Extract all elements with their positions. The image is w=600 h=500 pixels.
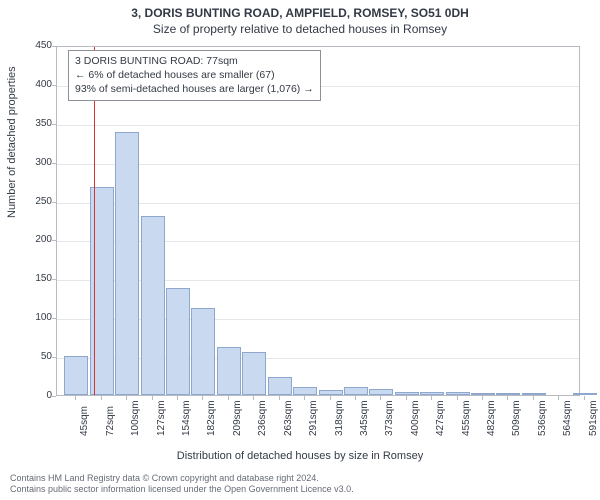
- y-tick-mark: [52, 163, 56, 164]
- x-tick-mark: [253, 396, 254, 400]
- x-tick-label: 182sqm: [206, 400, 217, 436]
- y-tick-mark: [52, 357, 56, 358]
- x-tick-mark: [482, 396, 483, 400]
- histogram-bar: [115, 132, 139, 395]
- y-tick-mark: [52, 240, 56, 241]
- page-subtitle: Size of property relative to detached ho…: [0, 20, 600, 36]
- histogram-bar: [522, 393, 546, 395]
- y-tick-label: 100: [12, 312, 52, 323]
- x-tick-label: 427sqm: [435, 400, 446, 436]
- histogram-bar: [293, 387, 317, 395]
- x-tick-label: 591sqm: [588, 400, 599, 436]
- x-tick-mark: [202, 396, 203, 400]
- histogram-bar: [471, 393, 495, 395]
- x-tick-mark: [304, 396, 305, 400]
- x-tick-mark: [533, 396, 534, 400]
- info-line-1: 3 DORIS BUNTING ROAD: 77sqm: [75, 54, 314, 68]
- y-tick-mark: [52, 85, 56, 86]
- x-axis-title: Distribution of detached houses by size …: [0, 450, 600, 462]
- x-tick-mark: [279, 396, 280, 400]
- y-tick-mark: [52, 318, 56, 319]
- info-box: 3 DORIS BUNTING ROAD: 77sqm ← 6% of deta…: [68, 50, 321, 101]
- x-tick-mark: [330, 396, 331, 400]
- histogram-bar: [344, 387, 368, 395]
- histogram-bar: [166, 288, 190, 395]
- histogram-bar: [319, 390, 343, 395]
- histogram-bar: [446, 392, 470, 395]
- histogram-bar: [141, 216, 165, 395]
- y-tick-label: 200: [12, 234, 52, 245]
- x-tick-mark: [75, 396, 76, 400]
- x-tick-mark: [558, 396, 559, 400]
- y-tick-mark: [52, 124, 56, 125]
- y-tick-label: 0: [12, 390, 52, 401]
- footer: Contains HM Land Registry data © Crown c…: [10, 473, 354, 496]
- x-tick-mark: [507, 396, 508, 400]
- x-tick-label: 291sqm: [308, 400, 319, 436]
- histogram-bar: [217, 347, 241, 395]
- x-tick-mark: [355, 396, 356, 400]
- y-tick-mark: [52, 396, 56, 397]
- info-line-3: 93% of semi-detached houses are larger (…: [75, 82, 314, 96]
- x-tick-label: 154sqm: [181, 400, 192, 436]
- x-tick-mark: [431, 396, 432, 400]
- x-tick-label: 45sqm: [79, 406, 90, 436]
- y-tick-label: 350: [12, 118, 52, 129]
- page-title: 3, DORIS BUNTING ROAD, AMPFIELD, ROMSEY,…: [0, 0, 600, 20]
- histogram-bar: [369, 389, 393, 395]
- x-tick-label: 318sqm: [334, 400, 345, 436]
- y-tick-label: 300: [12, 157, 52, 168]
- histogram-bar: [268, 377, 292, 395]
- x-tick-label: 345sqm: [359, 400, 370, 436]
- x-tick-label: 263sqm: [283, 400, 294, 436]
- x-tick-mark: [228, 396, 229, 400]
- x-tick-mark: [380, 396, 381, 400]
- histogram-bar: [64, 356, 88, 395]
- x-tick-mark: [152, 396, 153, 400]
- x-tick-label: 400sqm: [410, 400, 421, 436]
- footer-line-2: Contains public sector information licen…: [10, 484, 354, 496]
- x-tick-mark: [406, 396, 407, 400]
- y-tick-label: 450: [12, 40, 52, 51]
- x-tick-label: 72sqm: [105, 406, 116, 436]
- x-tick-mark: [177, 396, 178, 400]
- x-tick-label: 482sqm: [486, 400, 497, 436]
- x-tick-label: 564sqm: [562, 400, 573, 436]
- y-tick-mark: [52, 279, 56, 280]
- histogram-bar: [496, 393, 520, 395]
- grid-line: [57, 125, 579, 126]
- histogram-bar: [395, 392, 419, 395]
- x-tick-label: 209sqm: [232, 400, 243, 436]
- info-line-2: ← 6% of detached houses are smaller (67): [75, 68, 314, 82]
- y-tick-mark: [52, 202, 56, 203]
- histogram-bar: [242, 352, 266, 395]
- x-tick-mark: [584, 396, 585, 400]
- histogram-bar: [191, 308, 215, 395]
- y-tick-label: 250: [12, 196, 52, 207]
- x-tick-mark: [126, 396, 127, 400]
- histogram-bar: [573, 393, 597, 395]
- x-tick-mark: [457, 396, 458, 400]
- footer-line-1: Contains HM Land Registry data © Crown c…: [10, 473, 354, 485]
- x-tick-label: 509sqm: [511, 400, 522, 436]
- x-tick-label: 127sqm: [156, 400, 167, 436]
- histogram-bar: [420, 392, 444, 395]
- x-tick-label: 455sqm: [461, 400, 472, 436]
- x-tick-mark: [101, 396, 102, 400]
- y-tick-label: 150: [12, 273, 52, 284]
- y-tick-label: 400: [12, 79, 52, 90]
- x-tick-label: 373sqm: [384, 400, 395, 436]
- x-tick-label: 536sqm: [537, 400, 548, 436]
- y-tick-label: 50: [12, 351, 52, 362]
- x-tick-label: 100sqm: [130, 400, 141, 436]
- y-tick-mark: [52, 46, 56, 47]
- x-tick-label: 236sqm: [257, 400, 268, 436]
